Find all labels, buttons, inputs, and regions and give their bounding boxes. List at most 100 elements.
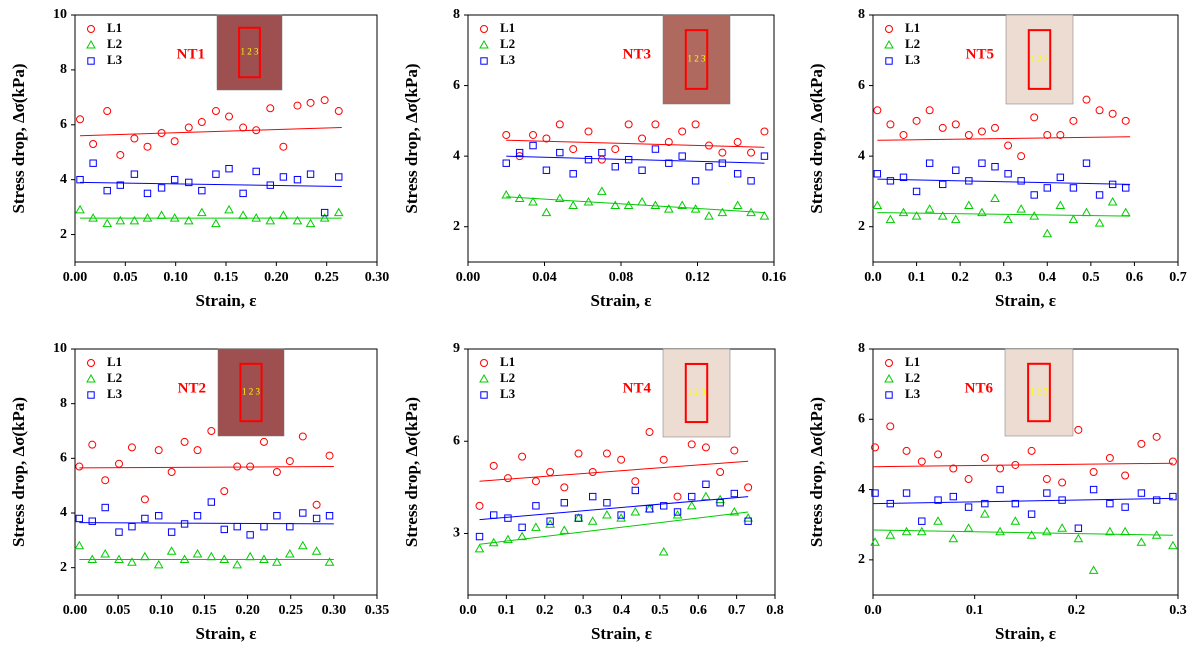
x-tick-label: 0.00 xyxy=(63,603,88,618)
point xyxy=(306,170,315,178)
point xyxy=(691,177,700,185)
point xyxy=(925,159,934,167)
region-label: 1 2 3 xyxy=(241,47,260,57)
fit-line xyxy=(877,136,1131,141)
point xyxy=(746,207,756,217)
region-box xyxy=(239,362,263,423)
point xyxy=(691,120,700,129)
point xyxy=(701,491,711,501)
point xyxy=(514,193,525,202)
point xyxy=(687,440,696,449)
point xyxy=(1056,130,1065,139)
point xyxy=(686,500,697,510)
x-tick-label: 0.20 xyxy=(235,603,260,618)
point xyxy=(678,152,686,160)
point xyxy=(1017,177,1025,185)
point xyxy=(602,510,612,519)
point xyxy=(312,500,321,509)
point xyxy=(744,483,753,492)
x-tick-label: 0.5 xyxy=(1082,270,1100,285)
point xyxy=(645,428,654,437)
point xyxy=(279,173,288,181)
point xyxy=(225,112,234,121)
point xyxy=(76,115,85,124)
fit-line xyxy=(80,127,342,137)
point xyxy=(546,468,555,476)
point xyxy=(1042,228,1053,238)
point xyxy=(130,170,139,178)
x-tick-label: 0.1 xyxy=(966,603,984,618)
point xyxy=(949,492,958,501)
x-tick-label: 0.05 xyxy=(106,603,131,618)
point xyxy=(531,522,541,531)
point xyxy=(220,525,228,534)
point xyxy=(474,543,485,553)
point xyxy=(541,207,552,217)
x-tick-label: 0.4 xyxy=(1039,270,1057,285)
point xyxy=(88,213,98,222)
point xyxy=(1043,184,1051,192)
point xyxy=(1136,537,1147,546)
point xyxy=(1105,526,1115,536)
x-tick-label: 0.8 xyxy=(766,603,784,618)
point xyxy=(650,200,661,210)
point xyxy=(1016,204,1027,213)
point xyxy=(1043,130,1052,139)
x-tick-label: 0.0 xyxy=(459,603,477,618)
x-tick-label: 0.20 xyxy=(264,270,289,285)
y-tick-label: 8 xyxy=(60,396,67,411)
y-tick-label: 6 xyxy=(858,78,865,93)
point xyxy=(690,204,701,213)
point xyxy=(701,443,710,452)
legend-label: L2 xyxy=(500,36,515,51)
region-label: 1 2 3 xyxy=(1030,387,1049,397)
point xyxy=(917,457,926,466)
point xyxy=(170,175,179,184)
point xyxy=(1105,453,1114,462)
point xyxy=(180,520,189,528)
point xyxy=(658,546,669,556)
x-tick-label: 0.15 xyxy=(214,270,239,285)
point xyxy=(1027,446,1036,455)
point xyxy=(631,477,640,486)
point xyxy=(153,559,164,569)
point xyxy=(252,167,260,176)
point xyxy=(611,145,620,154)
legend-marker xyxy=(479,39,489,49)
legend-label: L1 xyxy=(500,20,515,35)
point xyxy=(488,537,499,547)
point xyxy=(678,127,687,136)
point xyxy=(1082,159,1091,167)
point xyxy=(952,166,960,174)
x-tick-label: 0.3 xyxy=(995,270,1013,285)
point xyxy=(225,164,233,173)
y-tick-label: 4 xyxy=(60,505,67,520)
point xyxy=(529,141,537,150)
point xyxy=(677,200,688,210)
point xyxy=(688,492,696,501)
point xyxy=(933,516,943,525)
x-tick-label: 0.6 xyxy=(1126,270,1144,285)
point xyxy=(898,207,909,217)
point xyxy=(611,163,619,171)
legend-marker xyxy=(885,359,893,367)
point xyxy=(1043,489,1051,497)
point xyxy=(637,197,647,206)
point xyxy=(1107,197,1118,206)
point xyxy=(325,512,334,520)
point xyxy=(1058,496,1066,504)
point xyxy=(964,503,973,511)
y-tick-label: 2 xyxy=(453,219,460,234)
x-axis-label: Strain, ε xyxy=(995,291,1056,310)
point xyxy=(252,126,261,135)
point xyxy=(116,150,125,159)
point xyxy=(991,123,999,132)
x-axis-label: Strain, ε xyxy=(591,624,652,643)
point xyxy=(616,513,626,522)
x-tick-label: 0.2 xyxy=(1068,603,1086,618)
x-tick-label: 0.08 xyxy=(609,270,634,285)
point xyxy=(293,175,302,184)
legend-marker xyxy=(479,373,489,383)
y-tick-label: 8 xyxy=(453,7,460,22)
x-tick-label: 0.6 xyxy=(690,603,708,618)
